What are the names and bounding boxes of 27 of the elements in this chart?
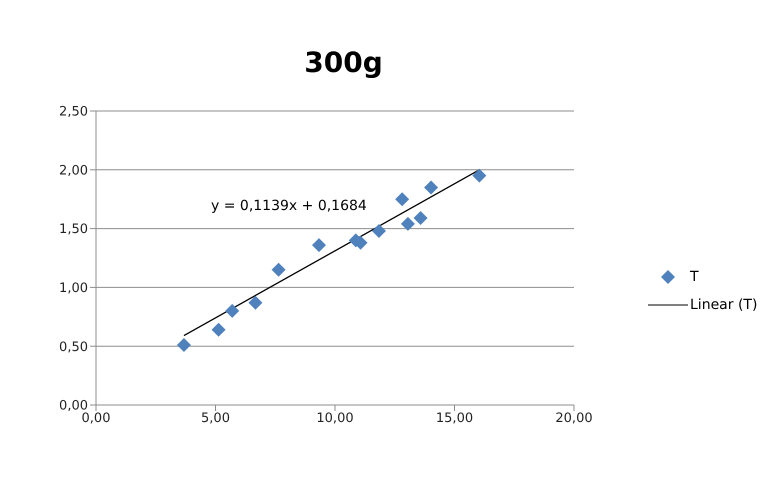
point: [248, 296, 262, 310]
chart-title: 300g: [303, 46, 384, 79]
point: [312, 238, 326, 252]
x-tick-label: 10,00: [316, 411, 354, 426]
y-tick-label: 1,50: [59, 222, 88, 238]
point: [272, 262, 286, 277]
legend-label: T: [690, 269, 699, 285]
y-tick-label: 0,50: [59, 340, 88, 355]
y-tick-label: 2,50: [59, 104, 88, 120]
point: [395, 192, 410, 206]
point: [225, 304, 240, 318]
x-tick-label: 15,00: [436, 411, 474, 426]
point: [424, 180, 438, 194]
x-tick-label: 5,00: [201, 411, 230, 426]
annotation: y = 0,1139x + 0,1684: [211, 198, 367, 214]
y-tick-label: 2,00: [59, 163, 88, 178]
point: [372, 224, 386, 238]
point: [472, 168, 486, 183]
y-tick-label: 1,00: [59, 281, 88, 296]
x-tick-label: 20,00: [555, 411, 593, 426]
legend-label: Linear (T): [690, 297, 758, 313]
point: [400, 216, 415, 231]
point: [414, 211, 428, 226]
point: [176, 338, 191, 352]
y-tick-label: 0,00: [59, 398, 88, 414]
point: [212, 322, 226, 337]
x-tick-label: 0,00: [82, 411, 110, 426]
